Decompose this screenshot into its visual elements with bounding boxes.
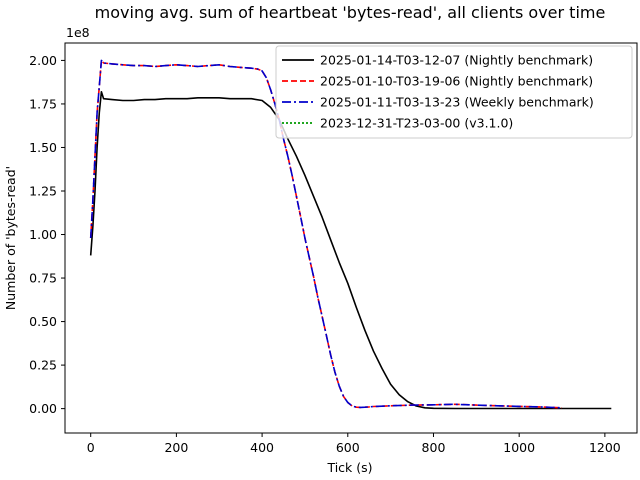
legend-box <box>275 45 633 139</box>
y-tick-label: 0.00 <box>29 401 57 416</box>
y-offset-label: 1e8 <box>66 25 90 40</box>
y-tick-label: 1.25 <box>29 183 57 198</box>
y-tick-label: 1.50 <box>29 140 57 155</box>
x-tick-label: 800 <box>422 440 446 455</box>
x-axis-label: Tick (s) <box>326 460 372 475</box>
x-tick-label: 1000 <box>503 440 535 455</box>
chart-title: moving avg. sum of heartbeat 'bytes-read… <box>95 3 606 22</box>
y-tick-label: 1.00 <box>29 227 57 242</box>
series-line-1 <box>89 91 612 410</box>
x-tick-label: 1200 <box>589 440 621 455</box>
y-axis-ticks: 0.00 0.25 0.50 0.75 1.00 1.25 1.50 1.75 2.00 <box>29 53 65 416</box>
y-tick-label: 1.75 <box>29 96 57 111</box>
y-tick-label: 0.25 <box>29 358 57 373</box>
legend-label-1: 2025-01-14-T03-12-07 (Nightly benchmark) <box>320 53 593 68</box>
x-axis-ticks: 0 200 400 600 800 1000 1200 <box>87 433 621 455</box>
legend-label-2: 2025-01-10-T03-19-06 (Nightly benchmark) <box>320 74 593 89</box>
y-tick-label: 0.50 <box>29 314 57 329</box>
legend-label-3: 2025-01-11-T03-13-23 (Weekly benchmark) <box>320 95 594 110</box>
legend: 2025-01-14-T03-12-07 (Nightly benchmark)… <box>275 45 633 139</box>
legend-label-4: 2023-12-31-T23-03-00 (v3.1.0) <box>320 116 513 131</box>
series-line-3 <box>89 59 563 409</box>
x-tick-label: 400 <box>250 440 274 455</box>
x-tick-label: 200 <box>164 440 188 455</box>
plot-frame <box>64 42 638 434</box>
y-tick-label: 2.00 <box>29 53 57 68</box>
y-axis-label: Number of 'bytes-read' <box>3 166 18 310</box>
plot-lines <box>89 59 612 410</box>
x-tick-label: 0 <box>87 440 95 455</box>
y-tick-label: 0.75 <box>29 271 57 286</box>
x-tick-label: 600 <box>336 440 360 455</box>
